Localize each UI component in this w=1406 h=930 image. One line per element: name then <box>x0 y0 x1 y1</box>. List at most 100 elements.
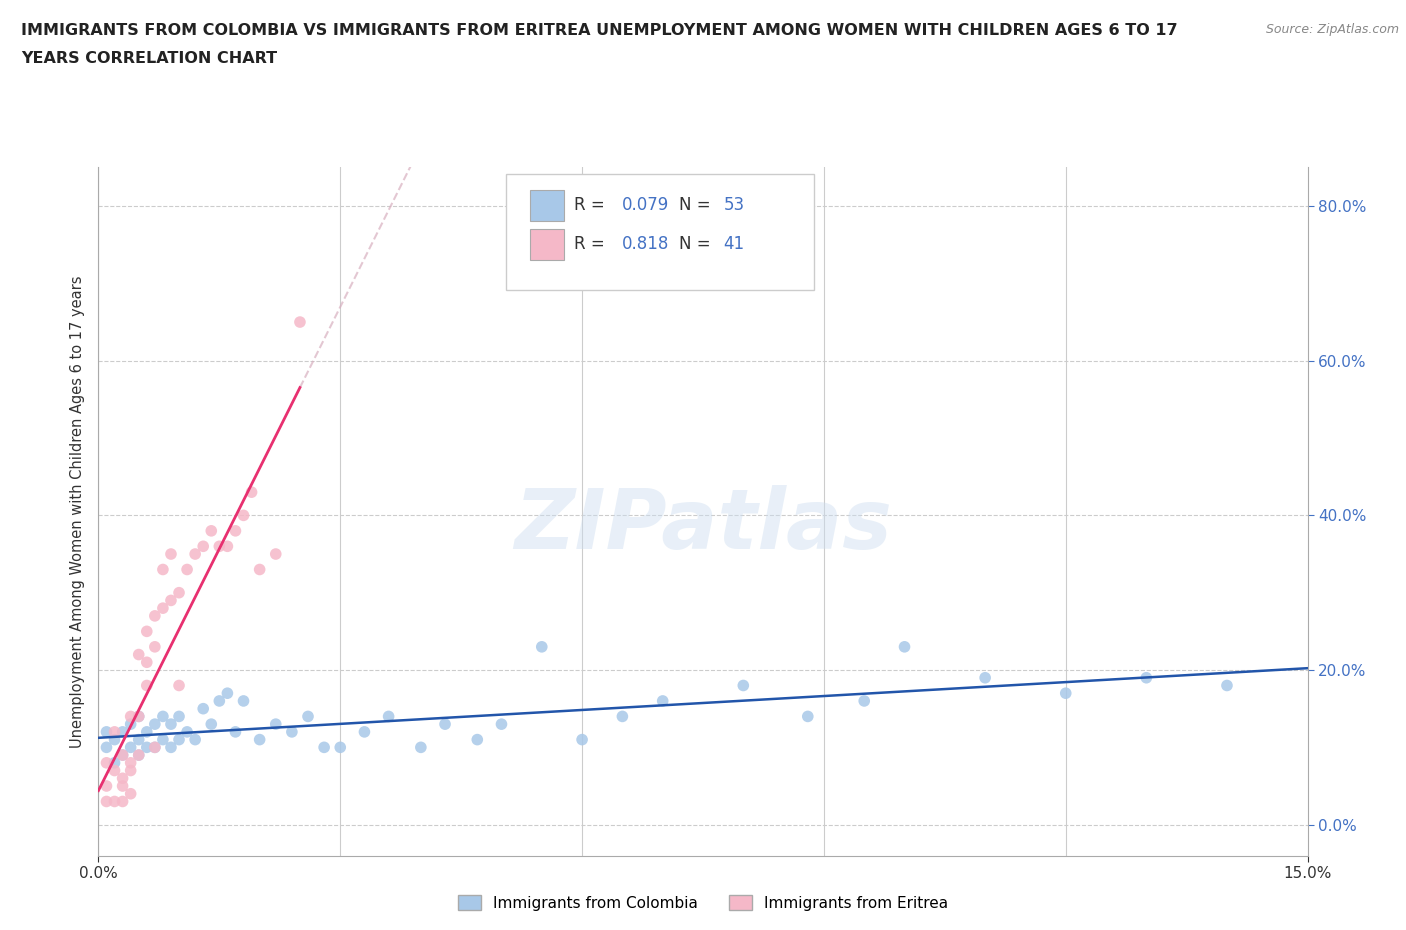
Point <box>571 732 593 747</box>
Point <box>249 562 271 577</box>
Text: N =: N = <box>679 234 716 253</box>
Point <box>353 724 375 739</box>
Point <box>160 717 183 732</box>
Point <box>143 740 166 755</box>
Point <box>232 508 254 523</box>
Point <box>120 755 142 770</box>
Text: 41: 41 <box>724 234 745 253</box>
Point <box>152 601 174 616</box>
Point <box>103 724 125 739</box>
Text: R =: R = <box>574 195 610 214</box>
FancyBboxPatch shape <box>506 174 814 290</box>
Point <box>208 538 231 553</box>
Point <box>96 724 118 739</box>
Point <box>128 732 150 747</box>
Point <box>135 678 157 693</box>
Point <box>143 740 166 755</box>
Point <box>120 740 142 755</box>
Legend: Immigrants from Colombia, Immigrants from Eritrea: Immigrants from Colombia, Immigrants fro… <box>451 888 955 917</box>
Point <box>1054 685 1077 700</box>
Text: 0.079: 0.079 <box>621 195 669 214</box>
Point <box>135 740 157 755</box>
Point <box>103 732 125 747</box>
Point <box>797 709 820 724</box>
Point <box>530 640 553 655</box>
Point <box>111 771 134 786</box>
Point <box>152 709 174 724</box>
Point <box>143 608 166 623</box>
Point <box>264 717 287 732</box>
Text: 53: 53 <box>724 195 745 214</box>
Point <box>249 732 271 747</box>
Point <box>193 538 215 553</box>
Point <box>288 314 311 329</box>
Point <box>184 732 207 747</box>
FancyBboxPatch shape <box>530 190 564 221</box>
Text: IMMIGRANTS FROM COLOMBIA VS IMMIGRANTS FROM ERITREA UNEMPLOYMENT AMONG WOMEN WIT: IMMIGRANTS FROM COLOMBIA VS IMMIGRANTS F… <box>21 23 1178 38</box>
Text: R =: R = <box>574 234 610 253</box>
Point <box>1135 671 1157 685</box>
Point <box>612 709 634 724</box>
Point <box>1216 678 1239 693</box>
Point <box>103 764 125 778</box>
Point <box>120 786 142 801</box>
Point <box>103 794 125 809</box>
Point <box>143 717 166 732</box>
Point <box>491 717 513 732</box>
Point <box>128 709 150 724</box>
Point <box>152 732 174 747</box>
Point <box>217 685 239 700</box>
Point <box>232 694 254 709</box>
Point <box>111 794 134 809</box>
Text: YEARS CORRELATION CHART: YEARS CORRELATION CHART <box>21 51 277 66</box>
Point <box>167 732 190 747</box>
Text: N =: N = <box>679 195 716 214</box>
Point <box>240 485 263 499</box>
Point <box>152 562 174 577</box>
Point <box>176 724 198 739</box>
Point <box>167 585 190 600</box>
FancyBboxPatch shape <box>530 230 564 260</box>
Point <box>200 524 222 538</box>
Text: 0.818: 0.818 <box>621 234 669 253</box>
Point <box>160 593 183 608</box>
Text: Source: ZipAtlas.com: Source: ZipAtlas.com <box>1265 23 1399 36</box>
Point <box>103 755 125 770</box>
Point <box>111 724 134 739</box>
Point <box>111 748 134 763</box>
Point <box>893 640 915 655</box>
Point <box>264 547 287 562</box>
Point <box>377 709 399 724</box>
Point <box>128 748 150 763</box>
Point <box>200 717 222 732</box>
Point <box>128 748 150 763</box>
Point <box>135 724 157 739</box>
Point <box>160 740 183 755</box>
Point <box>297 709 319 724</box>
Point <box>974 671 997 685</box>
Point <box>167 709 190 724</box>
Text: ZIPatlas: ZIPatlas <box>515 485 891 565</box>
Point <box>111 748 134 763</box>
Point <box>329 740 352 755</box>
Point <box>184 547 207 562</box>
Point <box>143 640 166 655</box>
Y-axis label: Unemployment Among Women with Children Ages 6 to 17 years: Unemployment Among Women with Children A… <box>70 275 86 748</box>
Point <box>128 647 150 662</box>
Point <box>208 694 231 709</box>
Point <box>160 547 183 562</box>
Point <box>96 755 118 770</box>
Point <box>120 717 142 732</box>
Point <box>120 709 142 724</box>
Point <box>167 678 190 693</box>
Point <box>281 724 304 739</box>
Point <box>434 717 457 732</box>
Point <box>96 740 118 755</box>
Point <box>733 678 755 693</box>
Point <box>120 764 142 778</box>
Point <box>224 724 246 739</box>
Point <box>224 524 246 538</box>
Point <box>853 694 876 709</box>
Point <box>176 562 198 577</box>
Point <box>135 624 157 639</box>
